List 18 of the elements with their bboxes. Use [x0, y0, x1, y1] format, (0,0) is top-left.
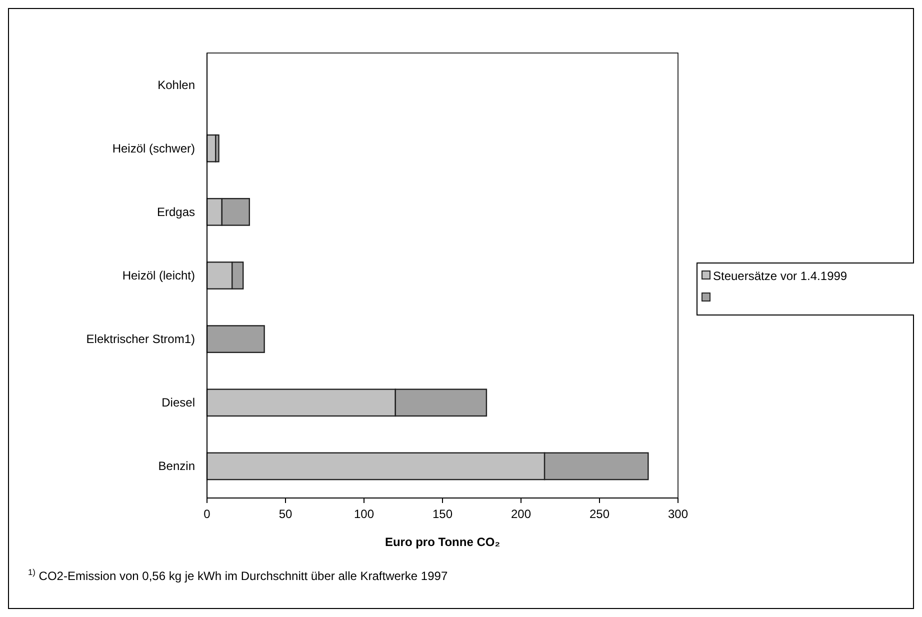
y-tick-label: Heizöl (leicht) [122, 268, 195, 282]
x-tick-label: 300 [668, 507, 688, 521]
x-tick-label: 0 [204, 507, 211, 521]
legend-label: Steuersätze vor 1.4.1999 [713, 269, 848, 283]
y-tick-label: Heizöl (schwer) [112, 141, 195, 156]
y-tick-label: Elektrischer Strom1) [86, 332, 195, 346]
y-tick-label: Erdgas [156, 204, 195, 219]
text: $^{1)}$ CO2-Emission von 0,56 kg je kWh im Durchschnitt über alle Kraftwerke 1997 [28, 567, 448, 583]
x-tick-label: 150 [432, 507, 453, 521]
x-tick-label: 100 [354, 507, 374, 521]
y-tick-label: Benzin [158, 459, 195, 474]
bar [206, 325, 265, 354]
y-tick-label: Kohlen [158, 78, 195, 92]
x-tick-label: 250 [589, 507, 610, 521]
x-axis-title: Euro pro Tonne CO₂ [384, 535, 500, 549]
y-tick-label: Diesel [162, 396, 195, 410]
x-tick-label: 50 [278, 507, 292, 521]
x-tick-label: 200 [510, 507, 532, 521]
